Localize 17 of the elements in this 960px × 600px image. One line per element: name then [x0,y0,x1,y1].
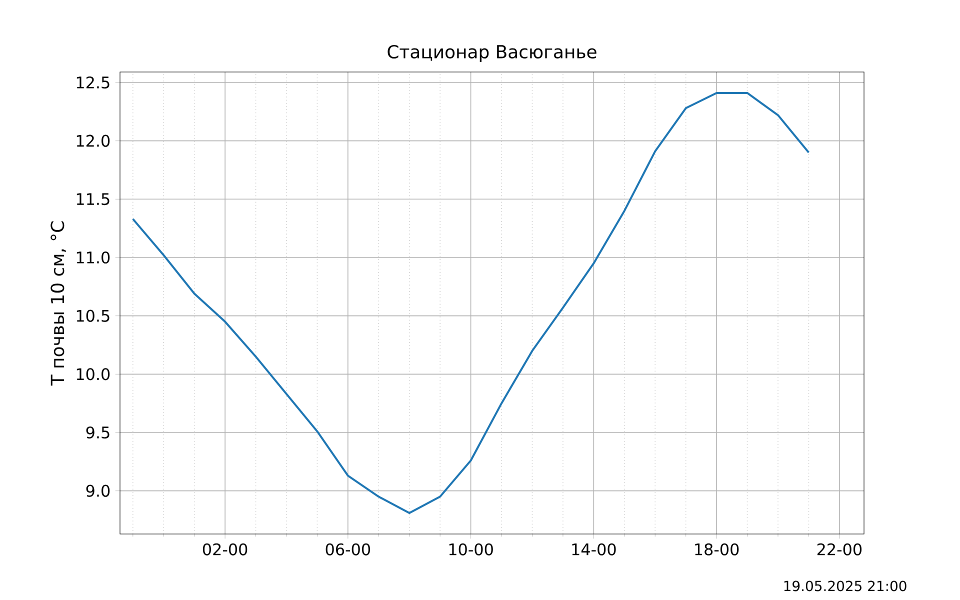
x-tick-label: 06-00 [326,543,370,556]
x-tick-label: 10-00 [449,543,493,556]
text: 19.05.2025 21:00 [784,580,906,592]
x-tick-label: 22-00 [817,543,862,556]
x-tick-label: 02-00 [202,543,248,556]
x-tick-label: 18-00 [695,543,739,556]
y-tick-label: 9.5 [86,426,110,439]
chart-title: Стационар Васюганье [388,44,596,62]
y-tick-label: 9.0 [86,484,110,497]
x-tick-label: 14-00 [572,543,616,556]
y-axis-title: T почвы 10 см, °C [50,221,66,386]
y-tick-label: 12.5 [76,76,110,89]
y-tick-label: 10.5 [76,310,110,322]
y-tick-label: 10.0 [76,368,110,380]
y-tick-label: 12.0 [76,134,110,147]
y-tick-label: 11.5 [76,193,110,206]
y-tick-label: 11.0 [76,251,110,264]
